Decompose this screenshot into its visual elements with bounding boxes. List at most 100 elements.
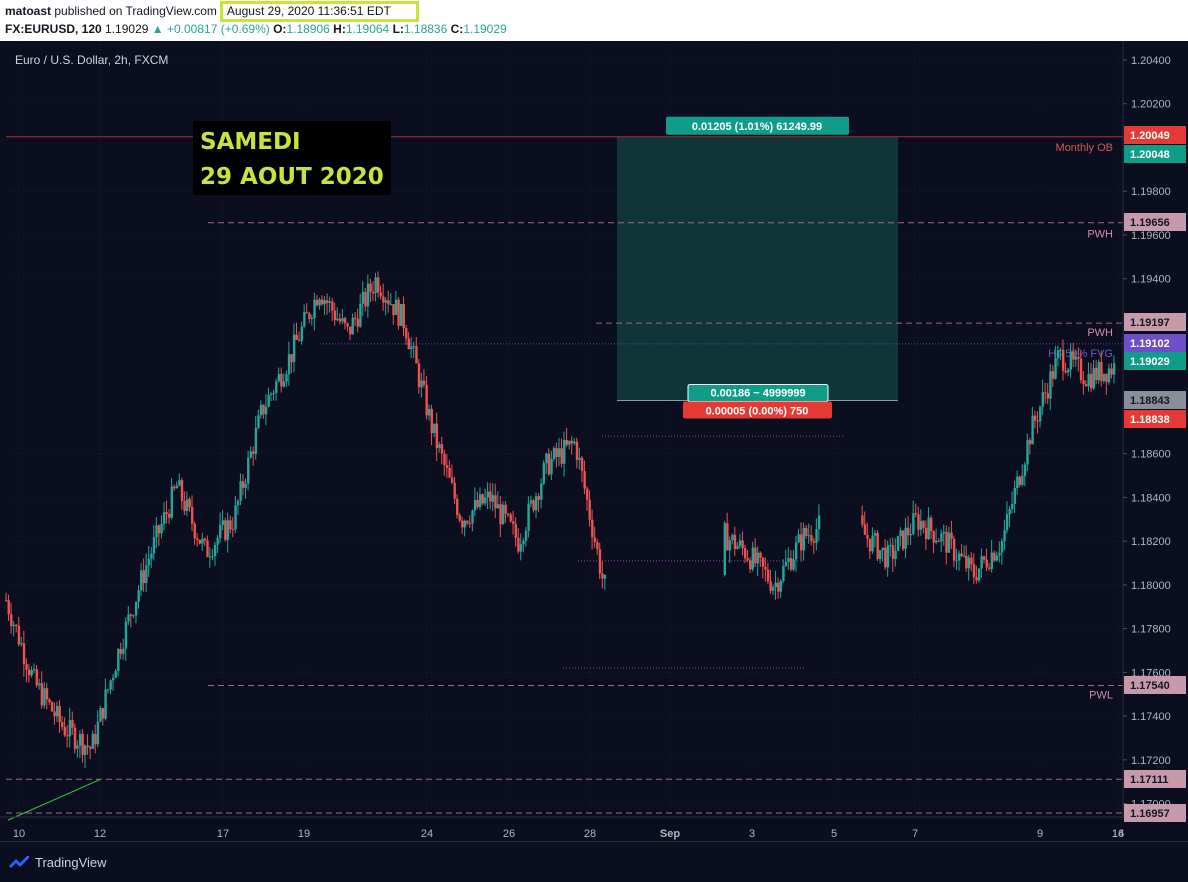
candle-body bbox=[924, 527, 928, 540]
price-label-bg bbox=[1124, 391, 1186, 409]
candle-body bbox=[249, 451, 253, 458]
footer: TradingView bbox=[0, 841, 1188, 882]
candle-body bbox=[993, 552, 996, 561]
candle-body bbox=[15, 624, 18, 626]
candle-body bbox=[397, 299, 400, 326]
position-target-zone[interactable] bbox=[617, 136, 898, 401]
time-tick-label: 10 bbox=[13, 828, 25, 840]
candle-body bbox=[170, 486, 174, 518]
candle-body bbox=[155, 525, 158, 538]
candle-body bbox=[985, 559, 988, 568]
candle-body bbox=[458, 515, 461, 521]
candle-body bbox=[55, 705, 59, 717]
candle-body bbox=[142, 570, 146, 584]
candle-body bbox=[728, 540, 732, 551]
chart-area[interactable]: Monthly OB PWH PWH H4 50% FVG PWL 1.20400 1.20… bbox=[0, 41, 1188, 841]
candle-body bbox=[945, 531, 948, 553]
candle-body bbox=[175, 485, 179, 489]
candle-body bbox=[117, 649, 120, 672]
candle-body bbox=[476, 499, 479, 507]
candle-body bbox=[504, 504, 507, 514]
candle-body bbox=[942, 531, 946, 534]
candle-body bbox=[733, 534, 737, 549]
price-label-bg bbox=[1124, 313, 1186, 331]
price-tick-label: 1.18200 bbox=[1131, 536, 1171, 548]
high-value: 1.19064 bbox=[345, 22, 390, 36]
candle-body bbox=[63, 727, 67, 736]
trend-line[interactable] bbox=[7, 779, 101, 821]
time-tick-label: 28 bbox=[584, 828, 596, 840]
candle-body bbox=[162, 512, 166, 524]
candle-body bbox=[512, 521, 515, 525]
publish-date: August 29, 2020 11:36:51 EDT bbox=[219, 1, 419, 22]
candle-body bbox=[415, 346, 418, 364]
candle-body bbox=[351, 317, 354, 335]
tradingview-brand: TradingView bbox=[35, 854, 107, 870]
candle-body bbox=[412, 346, 416, 348]
time-tick-label: 17 bbox=[217, 828, 229, 840]
price-label: 1.19656 bbox=[1130, 217, 1170, 229]
price-tick-label: 1.18600 bbox=[1131, 449, 1171, 461]
candle-body bbox=[292, 334, 296, 363]
candle-body bbox=[1067, 369, 1070, 373]
candle-body bbox=[741, 540, 744, 549]
price-tick-label: 1.17200 bbox=[1131, 755, 1171, 767]
candle-body bbox=[382, 296, 385, 303]
tradingview-logo[interactable]: TradingView bbox=[8, 854, 107, 870]
price-axis[interactable] bbox=[1123, 41, 1188, 841]
last-price: 1.19029 bbox=[105, 22, 149, 36]
candle-body bbox=[280, 373, 283, 387]
candle-body bbox=[919, 521, 923, 530]
candle-body bbox=[499, 504, 502, 525]
position-stop-label-bg[interactable] bbox=[683, 401, 832, 419]
candle-body bbox=[1072, 351, 1075, 360]
candle-body bbox=[575, 441, 579, 460]
candle-body bbox=[275, 381, 278, 394]
candle-body bbox=[425, 384, 428, 416]
annotation-box[interactable]: SAMEDI 29 AOUT 2020 bbox=[193, 121, 391, 195]
candle-body bbox=[914, 513, 918, 515]
candle-body bbox=[817, 515, 821, 530]
candle-body bbox=[761, 557, 765, 567]
candle-body bbox=[5, 600, 8, 602]
candle-body bbox=[1033, 415, 1037, 421]
candle-body bbox=[252, 451, 255, 454]
candle-body bbox=[922, 521, 925, 528]
candle-body bbox=[71, 719, 74, 728]
publisher-name[interactable]: matoast bbox=[5, 4, 52, 18]
candle-body bbox=[308, 313, 311, 320]
candle-body bbox=[1054, 358, 1057, 379]
candle-body bbox=[331, 301, 334, 311]
candle-body bbox=[593, 537, 597, 543]
candle-body bbox=[150, 553, 153, 559]
candle-body bbox=[805, 527, 808, 536]
close-value: 1.19029 bbox=[463, 22, 507, 36]
candle-body bbox=[229, 520, 232, 530]
candle-body bbox=[86, 745, 89, 748]
candle-body bbox=[134, 601, 138, 616]
candle-body bbox=[471, 510, 474, 524]
chart-header: matoast published on TradingView.com Augu… bbox=[0, 0, 1188, 40]
candle-body bbox=[277, 373, 281, 382]
candle-body bbox=[295, 334, 298, 340]
candle-body bbox=[201, 538, 204, 544]
candle-body bbox=[420, 380, 423, 388]
pwh-label: PWH bbox=[1087, 229, 1113, 241]
time-tick-label: Sep bbox=[660, 828, 680, 840]
candle-body bbox=[863, 524, 867, 535]
candle-body bbox=[73, 727, 77, 749]
time-tick-label: 19 bbox=[298, 828, 310, 840]
price-label-bg bbox=[1124, 410, 1186, 428]
candle-body bbox=[807, 535, 811, 537]
candle-body bbox=[178, 480, 181, 486]
candle-body bbox=[191, 507, 194, 524]
candle-body bbox=[448, 467, 451, 478]
candle-body bbox=[532, 500, 535, 511]
position-target-label-bg[interactable] bbox=[666, 116, 849, 135]
candle-body bbox=[387, 300, 390, 305]
time-tick-label: 24 bbox=[421, 828, 433, 840]
candle-body bbox=[927, 517, 930, 540]
candle-body bbox=[802, 527, 805, 551]
price-label-bg bbox=[1124, 334, 1186, 352]
